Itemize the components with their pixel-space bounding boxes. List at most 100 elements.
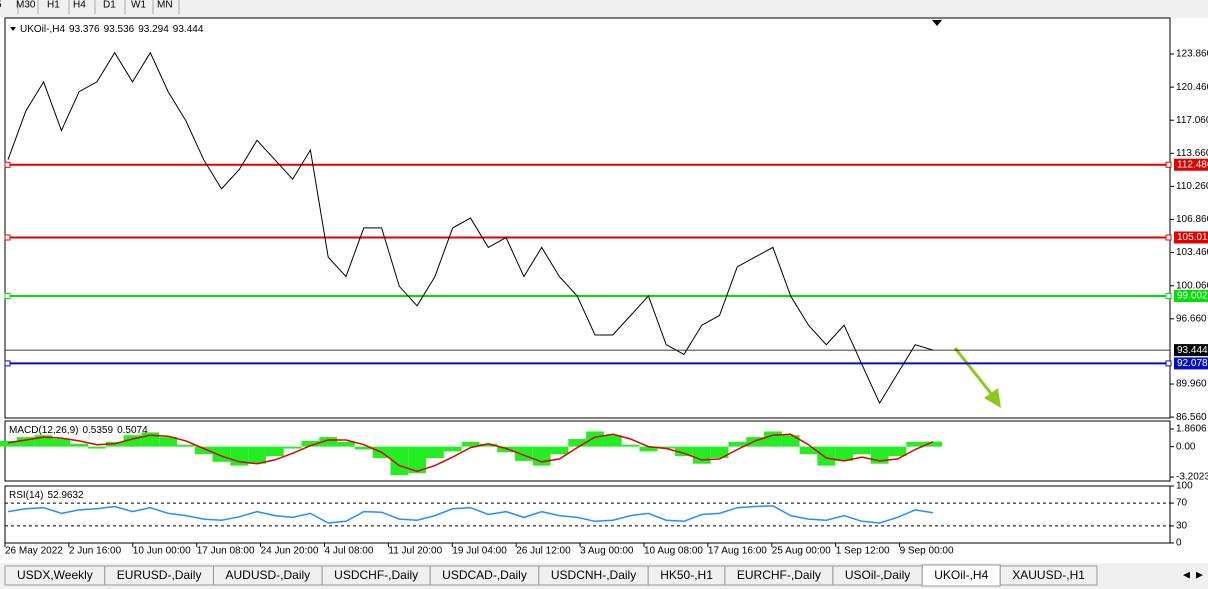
- tab-label: EURCHF-,Daily: [737, 568, 821, 582]
- macd-bar: [194, 446, 213, 455]
- macd-bar: [568, 439, 587, 447]
- macd-bar: [710, 446, 729, 459]
- tab[interactable]: EURCHF-,Daily: [724, 565, 834, 586]
- macd-bar: [426, 446, 444, 459]
- timeframe-button[interactable]: H1: [47, 0, 60, 11]
- macd-bar: [924, 441, 942, 447]
- x-tick-label: 25 Aug 00:00: [772, 546, 831, 557]
- tab[interactable]: USDCAD-,Daily: [429, 565, 540, 586]
- macd-bar: [479, 443, 498, 447]
- tab[interactable]: USOil-,Daily: [832, 565, 923, 586]
- level-label: 92.078: [1177, 358, 1208, 369]
- macd-bar: [301, 440, 320, 447]
- macd-bar: [621, 444, 640, 447]
- timeframe-button[interactable]: W1: [131, 0, 146, 11]
- timeframe-button[interactable]: M30: [16, 0, 36, 11]
- level-handle: [4, 234, 11, 241]
- timeframe-button[interactable]: D1: [103, 0, 116, 11]
- x-tick-label: 26 Jul 12:00: [516, 546, 571, 557]
- symbol: UKOil-,H4: [20, 24, 65, 35]
- level-handle: [4, 360, 11, 367]
- indicator-header: RSI(14) 52.9632: [9, 490, 84, 501]
- level-handle: [1165, 293, 1172, 300]
- macd-bar: [461, 441, 480, 447]
- y-tick-label: 123.860: [1176, 49, 1208, 60]
- indicator-value: 0.5074: [117, 425, 148, 436]
- y-tick-label: 89.960: [1176, 379, 1207, 390]
- macd-bar: [657, 446, 676, 449]
- macd-bar: [852, 446, 871, 455]
- macd-bar: [283, 446, 302, 449]
- y-tick-label: 120.460: [1176, 82, 1208, 93]
- tab-background: [999, 565, 1098, 586]
- x-tick-label: 2 Jun 16:00: [69, 546, 122, 557]
- macd-bar: [586, 431, 604, 447]
- macd-bar: [16, 437, 35, 447]
- macd-bar: [408, 446, 427, 474]
- timeframe-button[interactable]: MN: [157, 0, 173, 11]
- x-tick-label: 1 Sep 12:00: [836, 546, 890, 557]
- ohlc-value: 93.376: [69, 24, 100, 35]
- y-tick-label: 113.660: [1176, 148, 1208, 159]
- indicator-value: 52.9632: [47, 490, 84, 501]
- macd-bar: [817, 446, 836, 466]
- tab[interactable]: HK50-,H1: [647, 565, 726, 586]
- indicator-name: MACD(12,26,9): [9, 425, 78, 436]
- price-line: [7, 51, 934, 405]
- macd-bar: [835, 446, 853, 461]
- macd-bar: [159, 437, 177, 447]
- level-handle: [1165, 234, 1172, 241]
- y-tick-label: 100: [1176, 481, 1193, 492]
- timeframe-button[interactable]: H4: [73, 0, 86, 11]
- y-tick-label: 103.460: [1176, 247, 1208, 258]
- macd-bar: [906, 441, 925, 447]
- macd-bar: [248, 446, 266, 464]
- tab[interactable]: XAUUSD-,H1: [999, 565, 1098, 586]
- macd-bar: [532, 446, 551, 466]
- macd-bar: [799, 446, 818, 455]
- macd-bar: [0, 440, 17, 447]
- macd-bar: [746, 437, 765, 447]
- tab-label: USDCAD-,Daily: [442, 568, 527, 582]
- macd-bar: [764, 431, 782, 447]
- tab-label: USDX,Weekly: [17, 568, 93, 582]
- tab[interactable]: AUDUSD-,Daily: [212, 565, 323, 586]
- level-label-box: [1174, 290, 1208, 303]
- macd-bar: [781, 435, 800, 447]
- macd-panel: [4, 420, 1171, 482]
- tab[interactable]: USDCNH-,Daily: [538, 565, 649, 586]
- y-tick-label: 110.260: [1176, 181, 1208, 192]
- macd-bar: [52, 439, 71, 447]
- tab-label: EURUSD-,Daily: [117, 568, 202, 582]
- tab-scroll: ◀: [1183, 569, 1190, 579]
- level-label-box: [1174, 158, 1208, 171]
- y-tick-label: 30: [1176, 521, 1188, 532]
- macd-bar: [265, 446, 284, 457]
- tab[interactable]: USDCHF-,Daily: [321, 565, 431, 586]
- y-tick-label: 117.060: [1176, 115, 1208, 126]
- y-tick-label: 1.8606: [1176, 424, 1207, 435]
- tab-label: UKOil-,H4: [934, 568, 988, 582]
- current-price-box: [1174, 344, 1208, 357]
- signal-line: [7, 433, 934, 473]
- macd-bar: [639, 446, 658, 452]
- x-tick-label: 19 Jul 04:00: [452, 546, 507, 557]
- level-label-box: [1174, 231, 1208, 244]
- y-tick-label: 0: [1176, 538, 1182, 549]
- x-tick-label: 11 Jul 20:00: [388, 546, 442, 557]
- tab-label: AUDUSD-,Daily: [225, 568, 310, 582]
- level-handle: [4, 293, 11, 300]
- macd-bar: [354, 446, 373, 450]
- timeframe-button[interactable]: 5: [0, 0, 2, 11]
- ohlc-value: 93.294: [138, 24, 169, 35]
- tab-scroll: ▶: [1196, 569, 1203, 579]
- tab[interactable]: UKOil-,H4: [921, 564, 1001, 587]
- tab-label: USDCHF-,Daily: [334, 568, 418, 582]
- tab[interactable]: EURUSD-,Daily: [104, 565, 214, 586]
- level-handle: [1165, 161, 1172, 168]
- tab-label: USDCNH-,Daily: [551, 568, 636, 582]
- y-tick-label: 106.860: [1176, 214, 1208, 225]
- y-tick-label: -3.2023: [1176, 472, 1208, 483]
- tab[interactable]: USDX,Weekly: [4, 565, 106, 586]
- shift-marker: [932, 20, 942, 26]
